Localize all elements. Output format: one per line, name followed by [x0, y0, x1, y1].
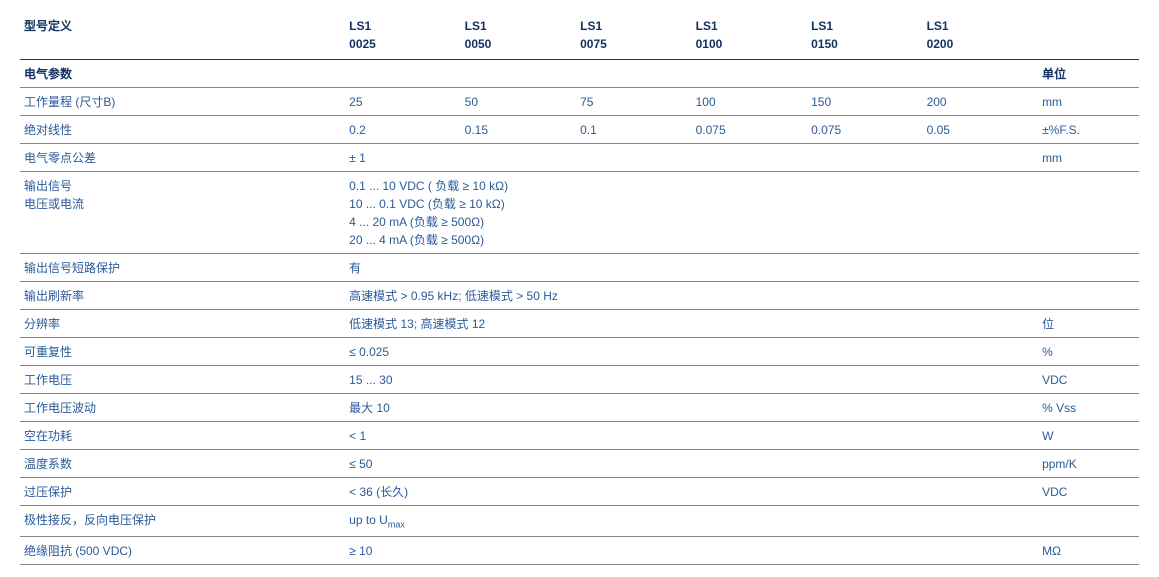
unit-cell: VDC [1038, 366, 1139, 394]
cell: 0.1 [576, 116, 691, 144]
table-row: 输出信号短路保护 有 [20, 254, 1139, 282]
table-row: 工作量程 (尺寸B) 25 50 75 100 150 200 mm [20, 88, 1139, 116]
unit-cell: % Vss [1038, 394, 1139, 422]
cell: 50 [461, 88, 576, 116]
span-cell: 低速模式 13; 高速模式 12 [345, 310, 1038, 338]
table-row: 温度系数 ≤ 50 ppm/K [20, 450, 1139, 478]
row-label: 过压保护 [20, 478, 345, 506]
header-param: 型号定义 [20, 12, 345, 60]
row-label: 电气零点公差 [20, 144, 345, 172]
table-row: 过压保护 < 36 (长久) VDC [20, 478, 1139, 506]
header-c6: LS10200 [923, 12, 1038, 60]
span-cell: < 36 (长久) [345, 478, 1038, 506]
section-row: 电气参数 单位 [20, 60, 1139, 88]
span-cell: ≤ 0.025 [345, 338, 1038, 366]
header-c5: LS10150 [807, 12, 922, 60]
header-c3: LS10075 [576, 12, 691, 60]
header-c1: LS10025 [345, 12, 460, 60]
row-label: 输出信号电压或电流 [20, 172, 345, 254]
unit-cell [1038, 506, 1139, 537]
span-cell: up to Umax [345, 506, 1038, 537]
row-label: 输出刷新率 [20, 282, 345, 310]
section-title: 电气参数 [20, 60, 1038, 88]
row-label: 输出信号短路保护 [20, 254, 345, 282]
unit-cell: W [1038, 422, 1139, 450]
unit-cell [1038, 282, 1139, 310]
unit-cell: % [1038, 338, 1139, 366]
span-cell: ≥ 10 [345, 536, 1038, 564]
span-cell: 高速模式 > 0.95 kHz; 低速模式 > 50 Hz [345, 282, 1038, 310]
cell: 100 [692, 88, 807, 116]
row-label: 分辨率 [20, 310, 345, 338]
table-row: 工作电压波动 最大 10 % Vss [20, 394, 1139, 422]
unit-cell: mm [1038, 88, 1139, 116]
row-label: 工作电压 [20, 366, 345, 394]
row-label: 可重复性 [20, 338, 345, 366]
span-cell: 0.1 ... 10 VDC ( 负载 ≥ 10 kΩ) 10 ... 0.1 … [345, 172, 1038, 254]
cell: 0.075 [807, 116, 922, 144]
spec-table: 型号定义 LS10025 LS10050 LS10075 LS10100 LS1… [20, 12, 1139, 565]
table-row: 分辨率 低速模式 13; 高速模式 12 位 [20, 310, 1139, 338]
cell: 150 [807, 88, 922, 116]
table-row: 空在功耗 < 1 W [20, 422, 1139, 450]
unit-cell: VDC [1038, 478, 1139, 506]
header-row: 型号定义 LS10025 LS10050 LS10075 LS10100 LS1… [20, 12, 1139, 60]
table-row: 电气零点公差 ± 1 mm [20, 144, 1139, 172]
cell: 75 [576, 88, 691, 116]
span-cell: 最大 10 [345, 394, 1038, 422]
table-row: 工作电压 15 ... 30 VDC [20, 366, 1139, 394]
table-row: 绝缘阻抗 (500 VDC) ≥ 10 MΩ [20, 536, 1139, 564]
cell: 0.05 [923, 116, 1038, 144]
table-row: 极性接反，反向电压保护 up to Umax [20, 506, 1139, 537]
unit-cell: ppm/K [1038, 450, 1139, 478]
unit-cell: mm [1038, 144, 1139, 172]
table-row: 绝对线性 0.2 0.15 0.1 0.075 0.075 0.05 ±%F.S… [20, 116, 1139, 144]
row-label: 绝对线性 [20, 116, 345, 144]
cell: 0.15 [461, 116, 576, 144]
span-cell: ± 1 [345, 144, 1038, 172]
span-cell: 15 ... 30 [345, 366, 1038, 394]
table-row: 输出刷新率 高速模式 > 0.95 kHz; 低速模式 > 50 Hz [20, 282, 1139, 310]
cell: 0.075 [692, 116, 807, 144]
row-label: 工作量程 (尺寸B) [20, 88, 345, 116]
header-c4: LS10100 [692, 12, 807, 60]
span-cell: 有 [345, 254, 1038, 282]
header-unit [1038, 12, 1139, 60]
cell: 0.2 [345, 116, 460, 144]
span-cell: < 1 [345, 422, 1038, 450]
row-label: 极性接反，反向电压保护 [20, 506, 345, 537]
row-label: 绝缘阻抗 (500 VDC) [20, 536, 345, 564]
section-unit-label: 单位 [1038, 60, 1139, 88]
row-label: 温度系数 [20, 450, 345, 478]
table-row: 输出信号电压或电流 0.1 ... 10 VDC ( 负载 ≥ 10 kΩ) 1… [20, 172, 1139, 254]
unit-cell [1038, 254, 1139, 282]
table-row: 可重复性 ≤ 0.025 % [20, 338, 1139, 366]
unit-cell: ±%F.S. [1038, 116, 1139, 144]
row-label: 空在功耗 [20, 422, 345, 450]
unit-cell: 位 [1038, 310, 1139, 338]
cell: 200 [923, 88, 1038, 116]
header-c2: LS10050 [461, 12, 576, 60]
row-label: 工作电压波动 [20, 394, 345, 422]
cell: 25 [345, 88, 460, 116]
unit-cell [1038, 172, 1139, 254]
unit-cell: MΩ [1038, 536, 1139, 564]
span-cell: ≤ 50 [345, 450, 1038, 478]
